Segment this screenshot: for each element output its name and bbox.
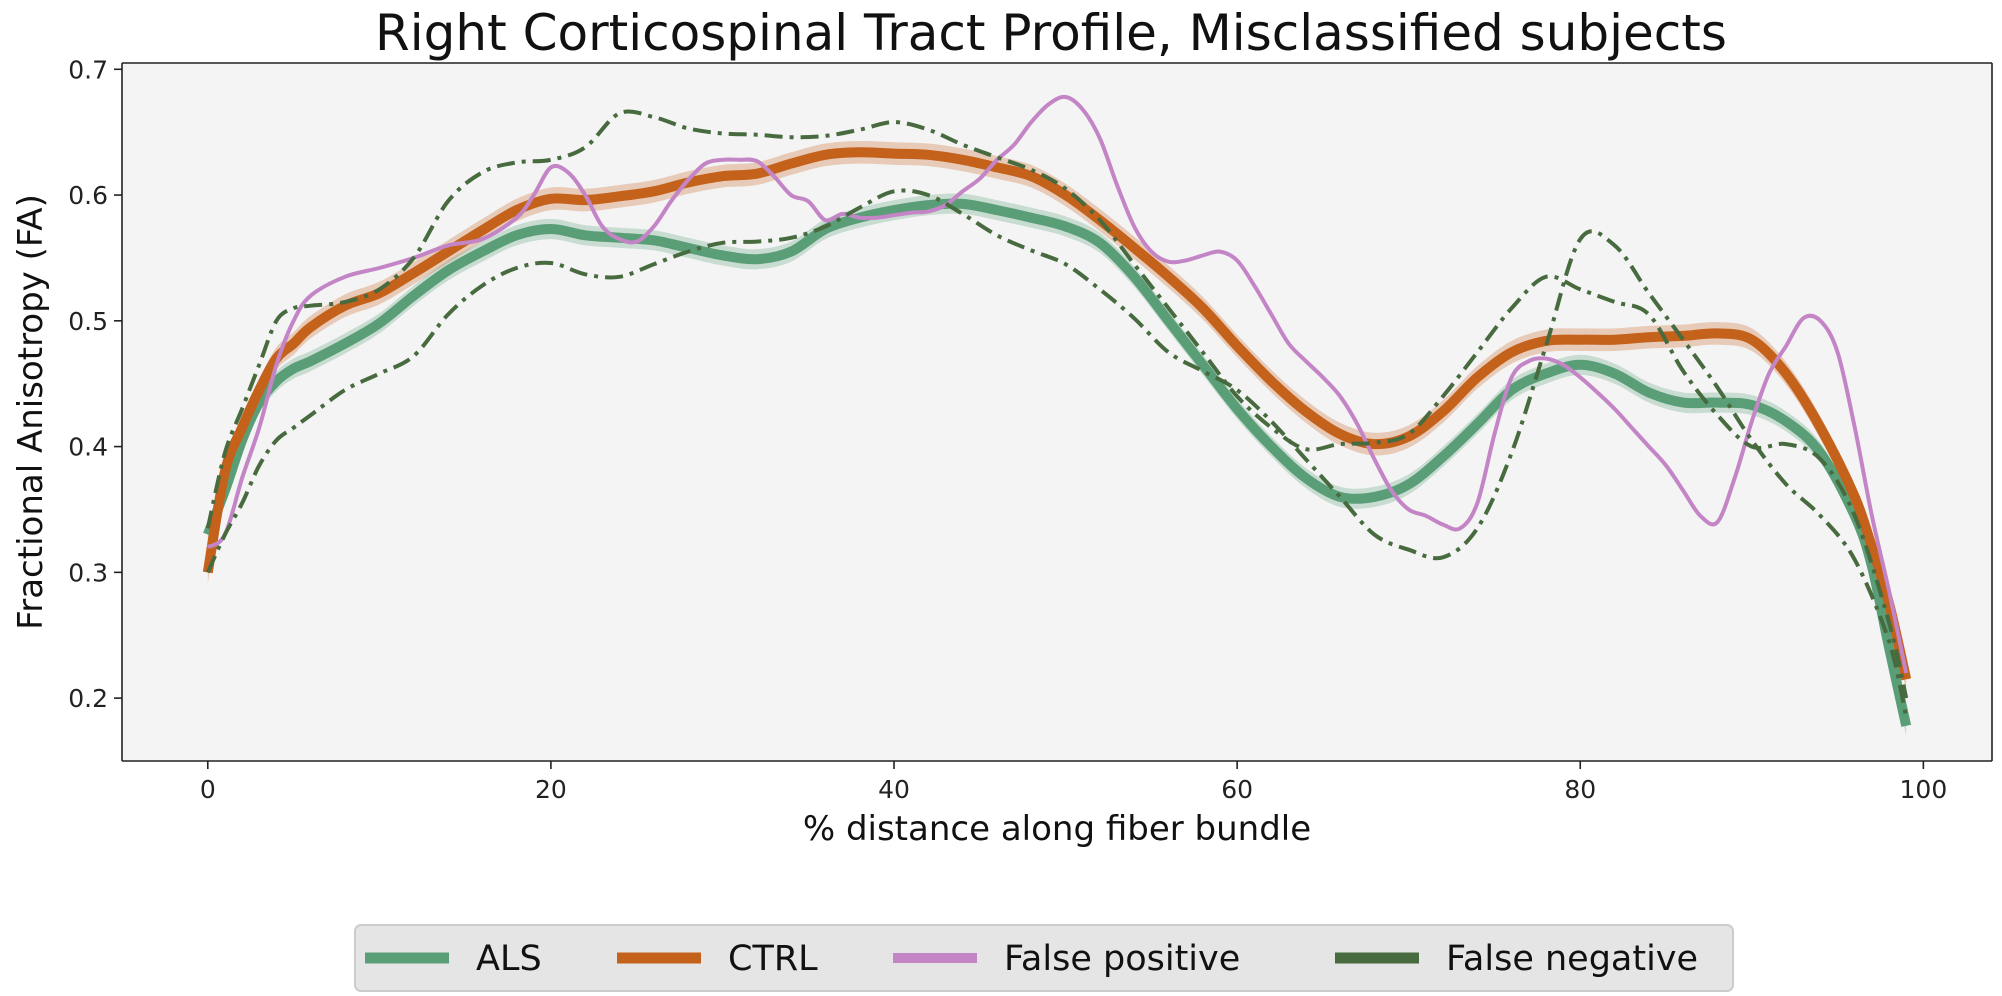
chart-title: Right Corticospinal Tract Profile, Miscl… <box>375 4 1727 62</box>
axes-frame <box>121 62 1993 762</box>
series-false-negative-line-1 <box>205 109 1909 699</box>
legend-box <box>354 924 1734 992</box>
series-false-negative-line-2 <box>205 188 1909 718</box>
x-axis: 0 20 40 60 80 100 <box>200 761 1947 804</box>
series-ctrl-line <box>202 147 1912 681</box>
y-axis: 0.2 0.3 0.4 0.5 0.6 0.7 <box>68 55 122 713</box>
x-tick-label: 40 <box>878 775 910 804</box>
series-ctrl <box>202 140 1912 691</box>
legend-item-als: ALS <box>365 939 542 979</box>
legend-label: False negative <box>1446 939 1698 979</box>
y-tick-label: 0.2 <box>68 684 108 713</box>
series-als-line <box>203 198 1912 727</box>
legend-label: CTRL <box>728 939 818 979</box>
x-tick-label: 80 <box>1564 775 1596 804</box>
y-tick-label: 0.3 <box>68 558 108 587</box>
series-false-positive-line <box>206 94 1909 674</box>
plot-area <box>122 63 1992 761</box>
x-tick-label: 0 <box>200 775 216 804</box>
x-tick-label: 100 <box>1900 775 1948 804</box>
series-false-negative <box>205 109 1909 718</box>
legend-item-false-negative: False negative <box>1335 939 1698 979</box>
y-tick-label: 0.5 <box>68 307 108 336</box>
series-false-positive <box>206 94 1909 674</box>
y-tick-label: 0.6 <box>68 181 108 210</box>
legend-item-ctrl: CTRL <box>617 939 818 979</box>
x-tick-label: 20 <box>535 775 567 804</box>
series-als <box>203 193 1912 736</box>
series-layer <box>202 94 1912 736</box>
y-axis-title: Fractional Anisotropy (FA) <box>11 194 51 630</box>
x-tick-label: 60 <box>1221 775 1253 804</box>
legend-label: False positive <box>1004 939 1240 979</box>
legend-label: ALS <box>476 939 542 979</box>
y-tick-label: 0.7 <box>68 55 108 84</box>
legend: ALS CTRL False positive False negative <box>354 924 1734 992</box>
y-tick-label: 0.4 <box>68 433 108 462</box>
legend-item-false-positive: False positive <box>893 939 1240 979</box>
x-axis-title: % distance along fiber bundle <box>803 809 1311 849</box>
